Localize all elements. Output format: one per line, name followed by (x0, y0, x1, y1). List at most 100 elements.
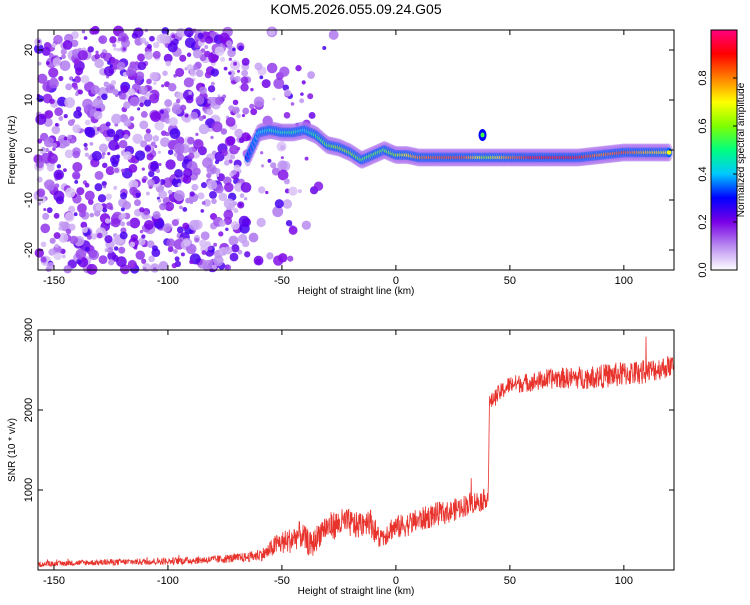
heatmap-cell (198, 115, 204, 122)
heatmap-cell (234, 75, 241, 83)
spectrogram-cells (33, 25, 339, 275)
heatmap-cell (193, 138, 204, 150)
heatmap-cell (120, 192, 128, 200)
heatmap-cell (58, 116, 64, 121)
x-tick-label: 0 (393, 575, 399, 587)
heatmap-cell (190, 111, 199, 120)
heatmap-cell (142, 178, 147, 183)
heatmap-cell (159, 203, 167, 211)
heatmap-cell (84, 126, 96, 138)
heatmap-cell (150, 160, 159, 170)
heatmap-cell (58, 221, 66, 228)
heatmap-cell (270, 162, 277, 169)
heatmap-cell (175, 98, 181, 104)
heatmap-cell (210, 135, 214, 140)
heatmap-cell (139, 102, 144, 108)
heatmap-cell (111, 113, 122, 125)
heatmap-cell (84, 246, 90, 252)
heatmap-cell (169, 128, 181, 139)
heatmap-cell (288, 225, 298, 235)
heatmap-cell (274, 199, 284, 209)
heatmap-cell (65, 187, 76, 198)
heatmap-cell (272, 206, 284, 218)
heatmap-cell (148, 215, 153, 219)
heatmap-cell (71, 139, 76, 144)
heatmap-cell (188, 219, 200, 231)
heatmap-cell (167, 83, 177, 92)
heatmap-cell (68, 223, 76, 231)
heatmap-cell (139, 120, 149, 130)
heatmap-cell (177, 182, 182, 187)
heatmap-cell (250, 87, 254, 92)
heatmap-cell (49, 237, 56, 244)
heatmap-cell (204, 50, 211, 58)
heatmap-cell (76, 259, 82, 265)
heatmap-cell (113, 185, 118, 190)
heatmap-cell (75, 67, 83, 76)
heatmap-cell (186, 243, 197, 255)
heatmap-cell (105, 121, 111, 127)
heatmap-cell (244, 251, 251, 258)
heatmap-cell (307, 93, 314, 100)
heatmap-cell (223, 66, 228, 71)
heatmap-cell (118, 246, 126, 254)
x-tick-label: 50 (504, 575, 516, 587)
heatmap-cell (104, 218, 111, 224)
heatmap-cell (69, 76, 73, 81)
x-tick-label: -50 (274, 275, 290, 287)
heatmap-cell (322, 46, 327, 51)
heatmap-cell (141, 234, 146, 239)
heatmap-cell (116, 61, 126, 71)
heatmap-cell (218, 192, 228, 202)
heatmap-cell (122, 47, 127, 51)
heatmap-cell (120, 212, 127, 219)
heatmap-cell (241, 239, 250, 248)
heatmap-cell (64, 149, 74, 159)
heatmap-cell (60, 48, 67, 55)
heatmap-cell (109, 64, 113, 68)
heatmap-cell (107, 251, 117, 261)
heatmap-cell (154, 144, 158, 149)
heatmap-cell (48, 52, 54, 58)
heatmap-cell (290, 102, 295, 106)
heatmap-cell (188, 91, 193, 96)
heatmap-cell (118, 139, 128, 149)
colorbar-ticks: 0.0 0.2 0.4 0.6 0.8 (697, 70, 737, 278)
heatmap-cell (53, 169, 65, 181)
heatmap-cell (213, 242, 218, 247)
heatmap-cell (143, 99, 152, 107)
heatmap-cell (186, 64, 194, 72)
heatmap-cell (250, 108, 258, 116)
heatmap-cell (168, 117, 178, 127)
heatmap-cell (78, 210, 86, 218)
heatmap-cell (211, 264, 218, 270)
heatmap-cell (146, 240, 155, 248)
heatmap-cell (187, 152, 195, 160)
heatmap-cell (200, 181, 208, 189)
heatmap-cell (228, 235, 239, 246)
heatmap-cell (61, 254, 66, 259)
heatmap-cell (46, 163, 55, 172)
heatmap-cell (192, 151, 200, 159)
heatmap-cell (94, 183, 103, 192)
heatmap-cell (51, 125, 61, 135)
heatmap-cell (201, 201, 206, 205)
heatmap-cell (137, 107, 141, 111)
heatmap-cell (200, 209, 205, 213)
heatmap-cell (220, 128, 228, 135)
heatmap-cell (183, 239, 191, 247)
heatmap-cell (62, 40, 73, 50)
heatmap-cell (183, 168, 193, 178)
heatmap-cell (165, 60, 172, 67)
heatmap-cell (121, 36, 127, 42)
heatmap-cell (140, 37, 147, 44)
heatmap-cell (154, 120, 165, 131)
heatmap-cell (211, 198, 217, 205)
heatmap-cell (253, 96, 265, 108)
heatmap-cell (260, 164, 265, 168)
heatmap-cell (189, 259, 194, 265)
heatmap-cell (236, 69, 241, 73)
colorbar-tick-label: 0.4 (697, 166, 709, 181)
heatmap-cell (243, 197, 248, 201)
heatmap-cell (145, 128, 151, 134)
